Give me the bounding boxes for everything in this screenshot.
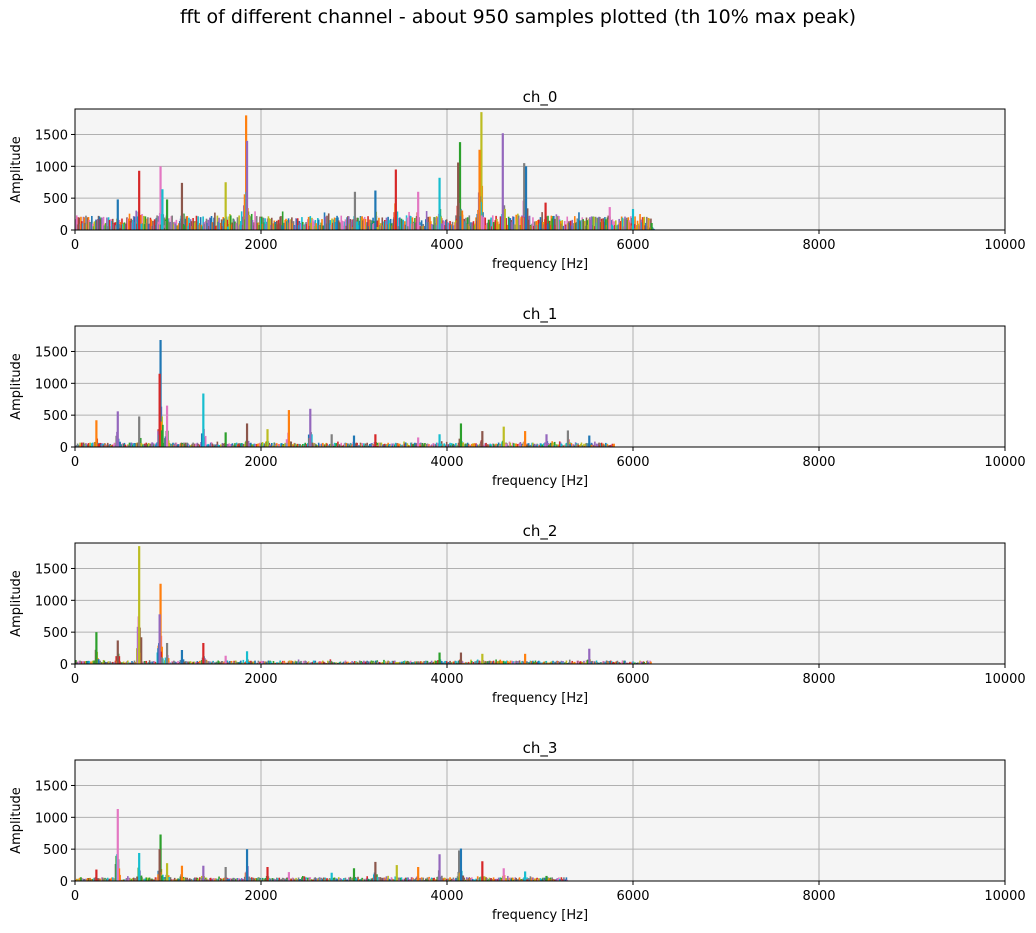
y-tick-label: 1000	[35, 811, 68, 826]
x-tick-label: 10000	[984, 455, 1025, 470]
panel-ch_0: 0 2000 4000 6000 8000 10000 0 500 1000 1500 ch_0fr…	[9, 88, 1026, 272]
y-tick-label: 0	[60, 875, 68, 890]
y-tick-label: 1500	[35, 345, 68, 360]
panel-ch_2: 0 2000 4000 6000 8000 10000 0 500 1000 1500 ch_2fr…	[9, 522, 1026, 706]
y-axis-label: Amplitude	[9, 353, 24, 420]
x-tick-label: 4000	[430, 238, 463, 253]
series-bars	[75, 112, 655, 230]
y-tick-label: 1000	[35, 160, 68, 175]
x-axis-label: frequency [Hz]	[492, 691, 588, 706]
x-tick-label: 10000	[984, 672, 1025, 687]
panel-title: ch_0	[523, 88, 558, 107]
axes-frame	[74, 325, 1006, 448]
x-tick-label: 8000	[802, 455, 835, 470]
plot-background	[75, 760, 1005, 881]
y-tick-label: 0	[60, 658, 68, 673]
x-tick-label: 6000	[616, 672, 649, 687]
y-tick-label: 1000	[35, 594, 68, 609]
x-axis-label: frequency [Hz]	[492, 257, 588, 272]
axes-frame	[74, 108, 1006, 231]
x-tick-label: 2000	[244, 455, 277, 470]
panel-ch_1: 0 2000 4000 6000 8000 10000 0 500 1000 1500 ch_1fr…	[9, 305, 1026, 489]
panel-title: ch_2	[523, 522, 558, 541]
x-tick-label: 2000	[244, 889, 277, 904]
y-tick-label: 0	[60, 441, 68, 456]
y-tick-label: 0	[60, 224, 68, 239]
x-tick-label: 10000	[984, 238, 1025, 253]
y-tick-label: 1500	[35, 128, 68, 143]
x-tick-label: 6000	[616, 455, 649, 470]
y-axis-label: Amplitude	[9, 136, 24, 203]
panel-ch_3: 0 2000 4000 6000 8000 10000 0 500 1000 1500 ch_3fr…	[9, 739, 1026, 923]
x-tick-label: 6000	[616, 238, 649, 253]
x-tick-label: 8000	[802, 889, 835, 904]
x-tick-label: 0	[71, 889, 79, 904]
y-tick-label: 500	[43, 409, 68, 424]
y-tick-label: 1500	[35, 562, 68, 577]
panel-title: ch_3	[523, 739, 558, 758]
x-tick-label: 6000	[616, 889, 649, 904]
y-tick-label: 500	[43, 192, 68, 207]
y-tick-label: 500	[43, 626, 68, 641]
x-tick-label: 4000	[430, 889, 463, 904]
x-tick-label: 0	[71, 455, 79, 470]
y-tick-label: 1000	[35, 377, 68, 392]
x-axis-label: frequency [Hz]	[492, 474, 588, 489]
x-tick-label: 4000	[430, 455, 463, 470]
figure-title: fft of different channel - about 950 sam…	[179, 6, 857, 28]
x-tick-label: 0	[71, 238, 79, 253]
x-tick-label: 0	[71, 672, 79, 687]
x-tick-label: 8000	[802, 672, 835, 687]
plot-background	[75, 326, 1005, 447]
plot-background	[75, 109, 1005, 230]
x-tick-label: 2000	[244, 238, 277, 253]
axes-frame	[74, 542, 1006, 665]
panel-title: ch_1	[523, 305, 558, 324]
y-axis-label: Amplitude	[9, 787, 24, 854]
x-tick-label: 10000	[984, 889, 1025, 904]
axes-frame	[74, 759, 1006, 882]
x-tick-label: 2000	[244, 672, 277, 687]
y-tick-label: 500	[43, 843, 68, 858]
plot-background	[75, 543, 1005, 664]
y-axis-label: Amplitude	[9, 570, 24, 637]
x-tick-label: 4000	[430, 672, 463, 687]
x-tick-label: 8000	[802, 238, 835, 253]
y-tick-label: 1500	[35, 779, 68, 794]
x-axis-label: frequency [Hz]	[492, 908, 588, 923]
